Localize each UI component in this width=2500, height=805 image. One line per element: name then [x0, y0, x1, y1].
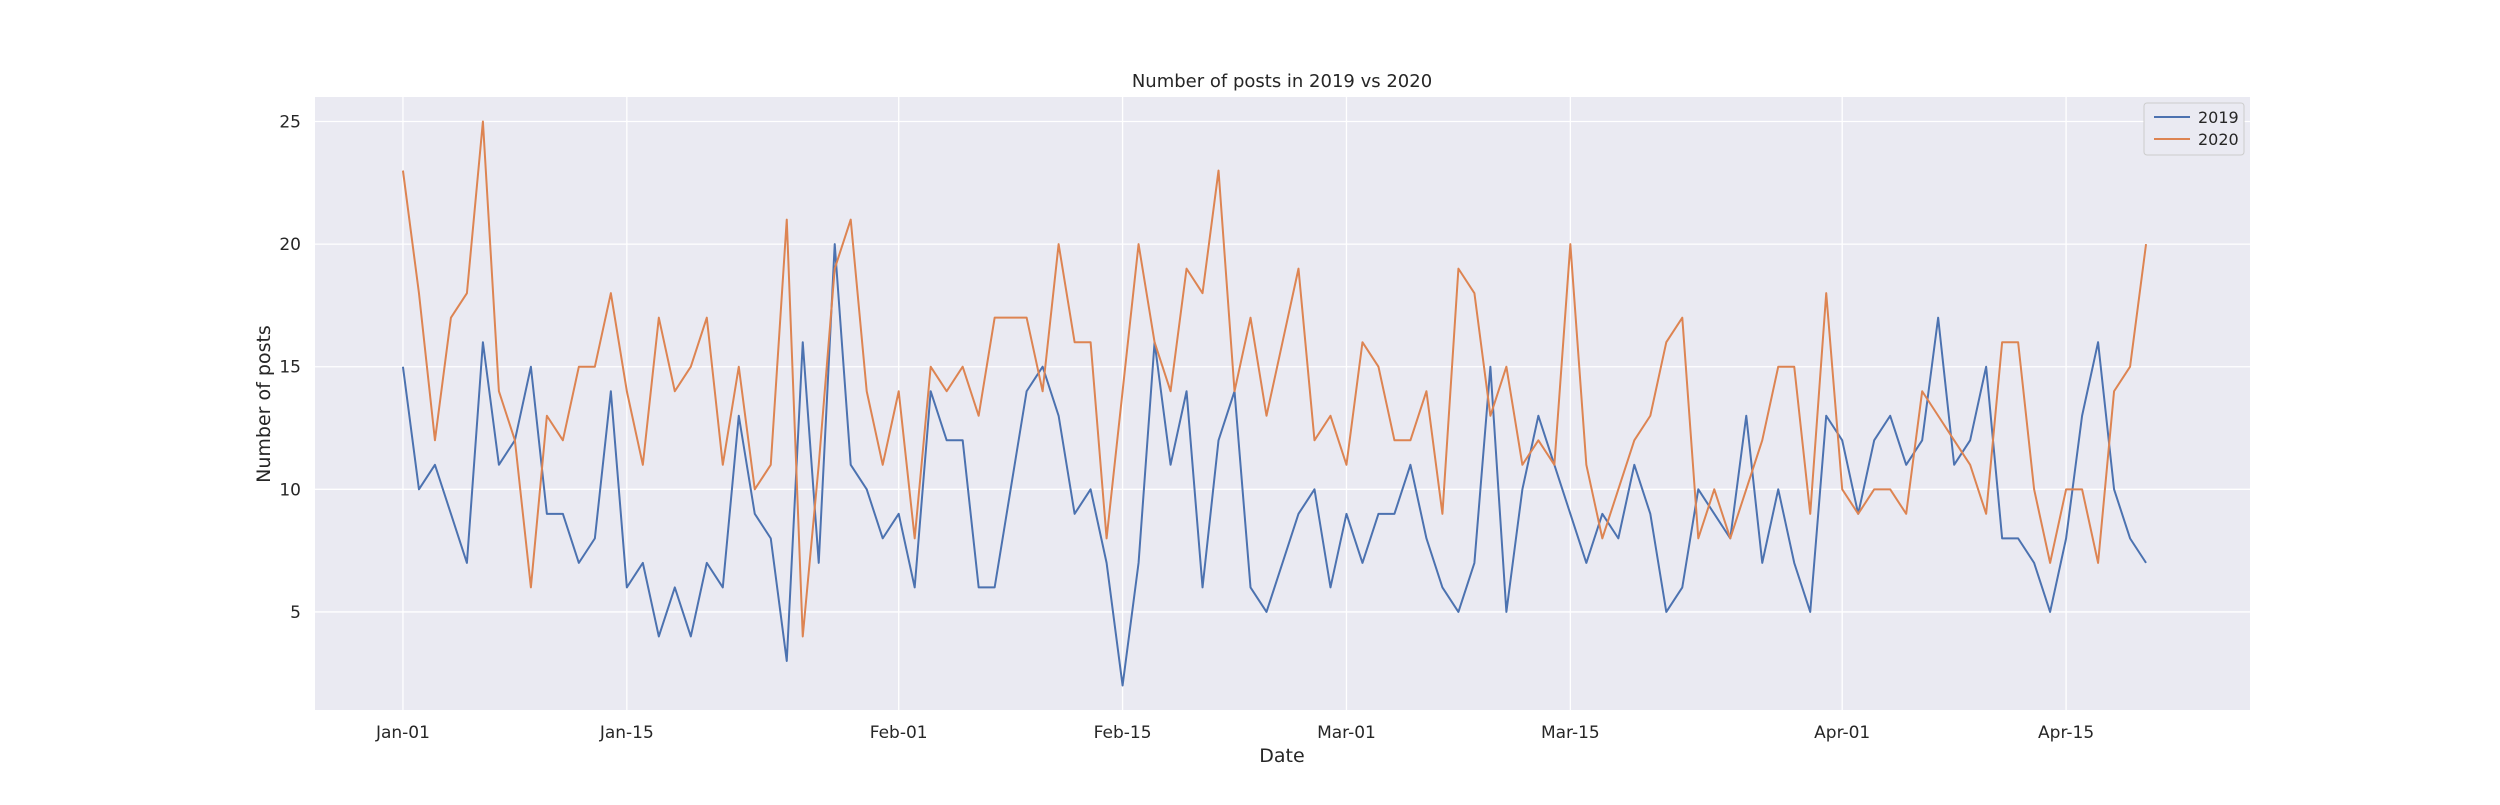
x-tick-labels: Jan-01 Jan-15 Feb-01 Feb-15 Mar-01 Mar-15 Apr-… — [375, 723, 2094, 743]
y-tick-label: 5 — [290, 603, 301, 623]
series-lines — [401, 120, 2148, 687]
legend: 2019 2020 — [2143, 102, 2245, 156]
x-tick-label: Feb-15 — [1094, 723, 1152, 743]
x-axis-label: Date — [1259, 745, 1304, 767]
x-tick-label: Mar-15 — [1541, 723, 1600, 743]
x-tick-label: Feb-01 — [870, 723, 928, 743]
y-tick-label: 20 — [279, 235, 301, 255]
x-tick-label: Apr-15 — [2038, 723, 2094, 743]
series-line-2019 — [401, 243, 2147, 687]
chart-title: Number of posts in 2019 vs 2020 — [1132, 71, 1432, 92]
y-tick-label: 15 — [279, 358, 301, 378]
series-line-2020 — [401, 120, 2148, 638]
y-tick-label: 25 — [279, 113, 301, 133]
x-tick-label: Apr-01 — [1814, 723, 1870, 743]
x-tick-label: Mar-01 — [1317, 723, 1376, 743]
plot-background — [315, 97, 2250, 710]
grid-lines — [315, 97, 2250, 710]
y-tick-labels: 5 10 15 20 25 — [279, 113, 301, 623]
y-axis-label: Number of posts — [253, 325, 275, 483]
x-tick-label: Jan-15 — [599, 723, 654, 743]
legend-label-2020: 2020 — [2198, 130, 2239, 149]
y-tick-label: 10 — [279, 480, 301, 500]
x-tick-label: Jan-01 — [375, 723, 430, 743]
legend-label-2019: 2019 — [2198, 108, 2239, 127]
